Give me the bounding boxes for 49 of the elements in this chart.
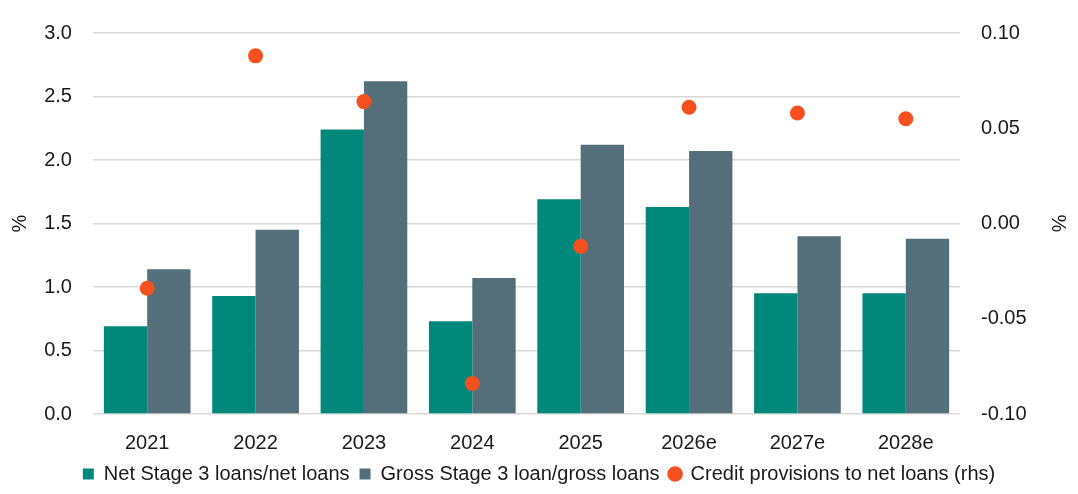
y-tick-label: 1.5 [44, 211, 72, 234]
x-tick-label: 2028e [878, 430, 934, 453]
legend-label: Credit provisions to net loans (rhs) [690, 461, 996, 484]
bar [689, 151, 733, 414]
y2-tick-label: 0.00 [981, 211, 1020, 234]
x-tick-label: 2026e [661, 430, 717, 453]
y-tick-label: 0.5 [44, 338, 72, 361]
point [356, 94, 372, 110]
bar [428, 321, 473, 414]
y2-tick-label: -0.10 [981, 401, 1027, 424]
point [464, 376, 480, 392]
point [573, 238, 589, 254]
bar [472, 278, 516, 414]
bar [363, 81, 408, 414]
bar [580, 144, 625, 414]
point [898, 111, 914, 127]
x-tick-label: 2021 [124, 430, 170, 453]
x-tick-label: 2025 [558, 430, 603, 453]
point [248, 48, 264, 64]
bar [862, 293, 906, 414]
y2-tick-label: 0.05 [981, 115, 1020, 138]
y-tick-label: 0.0 [44, 401, 72, 424]
legend-label: Net Stage 3 loans/net loans [103, 461, 350, 484]
x-tick-label: 2022 [233, 430, 278, 453]
bar [645, 206, 690, 414]
x-tick-label: 2024 [450, 430, 495, 453]
bar [212, 295, 256, 414]
legend-label: Gross Stage 3 loan/gross loans [380, 461, 660, 484]
point [681, 99, 697, 115]
x-tick-label: 2027e [769, 430, 826, 453]
y-tick-label: 2.0 [44, 147, 72, 170]
bar [147, 269, 191, 414]
bar [905, 238, 950, 414]
x-tick-label: 2023 [341, 430, 387, 453]
point [139, 280, 155, 296]
bar [754, 293, 798, 414]
bar [537, 199, 581, 414]
y2-tick-label: -0.05 [981, 306, 1027, 329]
point [789, 105, 805, 121]
y2-axis-title: % [1048, 214, 1071, 233]
bar [320, 129, 364, 414]
y-tick-label: 1.0 [44, 274, 72, 297]
bar [103, 326, 148, 414]
y-axis-title: % [7, 214, 30, 233]
y2-tick-label: 0.10 [981, 20, 1020, 43]
y-tick-label: 3.0 [44, 20, 72, 43]
y-tick-label: 2.5 [44, 84, 72, 107]
bar [797, 236, 841, 414]
bar [255, 229, 299, 414]
